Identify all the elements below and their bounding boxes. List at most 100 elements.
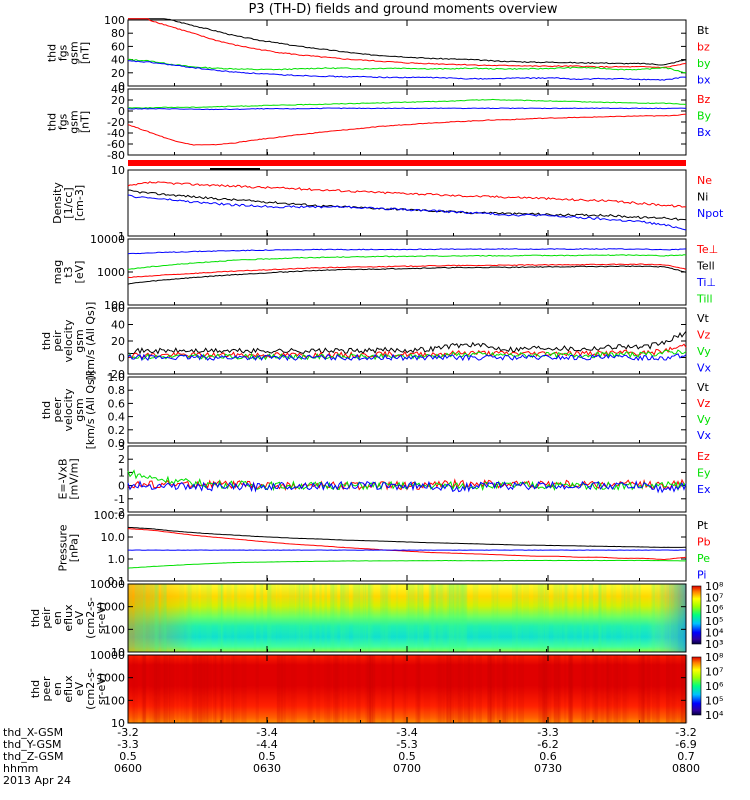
colorbar-label: 10⁵ [705,695,723,708]
spectrogram-streak [681,655,688,723]
spectrogram-streak [316,655,321,723]
spectrogram-streak [461,584,468,652]
series-line-ex [127,480,687,494]
y-axis-label: eflux [62,675,75,703]
spectrogram-streak [564,584,568,652]
y-axis-label: [1/cc] [62,187,75,218]
y-axis-label: gsm [73,398,86,421]
spectrogram-streak [596,655,604,723]
series-line-ne [127,181,687,208]
y-tick-label: 1.0 [108,371,126,384]
flag-marker [210,168,260,170]
legend-entry: Vy [697,413,711,426]
eph-y-3: -6.2 [537,738,558,751]
y-tick-label: -20 [107,116,125,129]
spectrogram-streak [206,584,212,652]
spectrogram-streak [149,655,155,723]
spectrogram-streak [458,584,464,652]
spectrogram-streak [213,655,216,723]
series-line-pe [127,559,686,569]
spectrogram-streak [296,584,301,652]
spectrogram-streak [496,584,500,652]
spectrogram-streak [253,584,257,652]
spectrogram-streak [153,584,158,652]
legend-entry: Pb [697,536,711,549]
series-line-bx [127,107,687,111]
spectrogram-streak [220,655,224,723]
spectrogram-streak [164,655,171,723]
y-tick-label: 0.2 [108,424,126,437]
spectrogram-streak [613,655,618,723]
spectrogram-streak [631,584,637,652]
eph-label-hhmm: hhmm [3,762,38,775]
spectrogram-streak [423,655,431,723]
date-label: 2013 Apr 24 [3,774,71,787]
spectrogram-streak [334,655,341,723]
spectrogram-streak [660,584,665,652]
spectrogram-streak [303,584,310,652]
eph-y-0: -3.3 [117,738,138,751]
y-axis-label: sr-eV) [95,673,108,705]
spectrogram-streak [638,584,642,652]
y-axis-label: (cm2-s- [84,668,97,710]
spectrogram-streak [523,584,530,652]
spectrogram-streak [584,655,590,723]
spectrogram-streak [442,655,446,723]
spectrogram-streak [614,655,622,723]
y-axis-label: peer [51,397,64,423]
y-tick-label: -2 [114,506,125,519]
spectrogram-streak [439,584,446,652]
spectrogram-streak [332,655,338,723]
spectrogram-streak [241,655,247,723]
y-axis-label: Pressure [57,524,70,571]
y-tick-label: -40 [107,127,125,140]
y-tick-label: 3 [118,440,125,453]
spectrogram-streak [154,655,161,723]
spectrogram-streak [460,655,465,723]
spectrogram-streak [180,655,183,723]
spectrogram-streak [468,655,474,723]
spectrogram-streak [365,584,370,652]
spectrogram-streak [546,655,552,723]
legend-entry: Ey [697,467,711,480]
series-line-pb [127,528,687,561]
spectrogram-streak [541,655,547,723]
eph-x-0: -3.2 [117,726,138,739]
spectrogram-streak [487,655,492,723]
y-tick-label: 100.0 [94,509,126,522]
spectrogram-streak [446,655,452,723]
spectrogram-streak [511,584,518,652]
series-line-tell [127,265,687,285]
eph-z-3: 0.6 [539,750,557,763]
series-line-bz [128,18,686,69]
spectrogram-streak [326,655,333,723]
spectrogram-streak [449,655,455,723]
spectrogram-streak [639,655,645,723]
spectrogram-streak [220,584,224,652]
y-axis-label: velocity [62,388,75,431]
series-line-bz [127,113,686,146]
spectrogram-streak [333,655,340,723]
spectrogram-streak [597,584,603,652]
spectrogram-streak [391,655,395,723]
spectrogram-streak [155,655,161,723]
spectrogram-streak [352,584,359,652]
y-axis-label: thd [46,113,59,131]
y-tick-label: 10 [111,164,125,177]
eph-t-0: 0600 [114,762,142,775]
spectrogram-streak [340,584,344,652]
panel-p8: 100.0 10.0 1.0 0.1 Pressure[nPa] Pt Pb Pe Pi [57,509,711,588]
spectrogram-streak [306,655,314,723]
spectrogram-streak [540,584,543,652]
spectrogram-streak [609,655,613,723]
spectrogram-streak [453,584,459,652]
y-axis-label: [km/s (All Qs)] [84,371,97,450]
spectrogram-streak [142,655,147,723]
colorbar-label: 10⁵ [705,615,723,628]
spectrogram-streak [646,655,651,723]
spectrogram-streak [421,584,425,652]
spectrogram-streak [179,584,185,652]
spectrogram-streak [353,584,360,652]
eph-y-2: -5.3 [396,738,417,751]
